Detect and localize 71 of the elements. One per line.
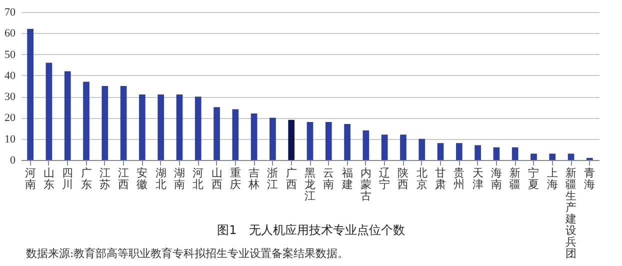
x-tick-label: 辽宁: [379, 168, 390, 191]
x-tick-label: 北京: [416, 166, 428, 191]
x-tick-label: 河北: [192, 168, 204, 191]
x-tick-label: 广东: [80, 166, 92, 191]
x-tick-label: 浙江: [267, 166, 278, 191]
x-tick-label: 新疆生产建设兵团: [564, 166, 577, 260]
bar: [437, 143, 444, 160]
bar: [418, 138, 426, 160]
x-tick-label: 福建: [340, 166, 353, 191]
bar: [400, 134, 406, 160]
bar: [232, 109, 239, 160]
x-tick-label: 甘肃: [435, 166, 446, 191]
bar: [176, 94, 183, 160]
bar: [306, 122, 314, 160]
bar: [362, 130, 370, 160]
y-tick-label: 50: [4, 48, 16, 61]
bar: [288, 120, 295, 160]
x-tick-label: 湖南: [174, 168, 185, 191]
x-tick-label: 上海: [546, 166, 558, 191]
x-tick-label: 新疆: [510, 166, 521, 191]
bar: [530, 154, 537, 160]
x-tick-label: 青海: [584, 166, 596, 191]
x-tick-label: 重庆: [230, 166, 241, 191]
bar: [83, 82, 90, 160]
x-tick-label: 江西: [118, 168, 130, 191]
x-tick-label: 内蒙古: [360, 166, 372, 202]
bar: [549, 154, 556, 160]
x-tick-label: 吉林: [248, 166, 260, 191]
bar: [493, 147, 500, 160]
x-tick-label: 湖北: [155, 168, 166, 191]
y-tick-label: 60: [4, 28, 16, 40]
bar: [214, 107, 220, 160]
bar: [381, 134, 388, 160]
bar: [325, 122, 332, 160]
bar: [120, 86, 127, 160]
x-tick-label: 江苏: [99, 168, 110, 191]
y-tick-label: 30: [4, 91, 16, 104]
bar: [270, 118, 276, 160]
bar: [344, 124, 350, 160]
bar: [158, 94, 164, 160]
y-tick-label: 10: [4, 133, 16, 146]
bar: [139, 94, 146, 160]
x-tick-label: 天津: [472, 168, 484, 191]
bar: [512, 147, 518, 160]
y-tick-label: 0: [10, 154, 16, 166]
x-tick-label: 四川: [62, 168, 74, 191]
x-tick-label: 宁夏: [528, 166, 540, 191]
source-note: 数据来源:教育部高等职业教育专科拟招生专业设置备案结果数据。: [26, 246, 349, 261]
y-tick-label: 20: [4, 112, 16, 124]
x-tick-label: 黑龙江: [304, 168, 316, 202]
bar: [456, 143, 462, 160]
y-tick-label: 40: [4, 70, 16, 82]
bar: [194, 96, 202, 160]
bar: [568, 154, 574, 160]
bar: [102, 86, 108, 160]
y-tick-label: 70: [4, 6, 16, 18]
x-tick-label: 广西: [286, 166, 297, 191]
bar: [250, 113, 258, 160]
text: 图1 无人机应用技术专业点位个数: [217, 223, 405, 237]
x-tick-label: 海南: [490, 168, 502, 191]
bar: [27, 28, 34, 160]
x-tick-label: 山东: [43, 166, 54, 191]
bar: [46, 62, 52, 160]
x-tick-label: 山西: [211, 166, 222, 191]
bar: [474, 145, 481, 160]
bar: [64, 71, 71, 160]
x-tick-label: 安徽: [136, 166, 148, 191]
x-tick-label: 贵州: [454, 166, 465, 191]
x-tick-label: 河南: [24, 168, 36, 191]
x-tick-label: 云南: [323, 168, 334, 191]
x-tick-label: 陕西: [398, 168, 409, 191]
